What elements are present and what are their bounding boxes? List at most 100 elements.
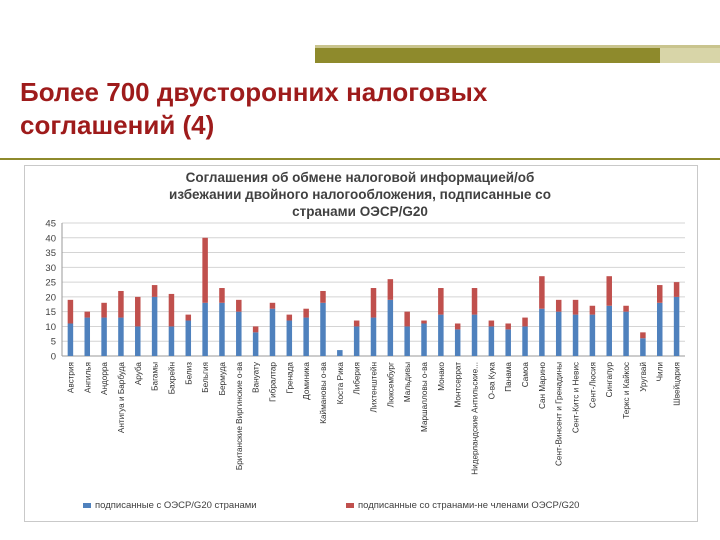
x-category-label: Уругвай (639, 362, 648, 392)
x-category-label: Сан Марино (538, 362, 547, 409)
y-tick-label: 20 (45, 292, 56, 303)
chart-title-line-3: странами ОЭСР/G20 (292, 204, 428, 219)
bar-non-oecd-g20 (522, 317, 528, 327)
y-tick-label: 10 (45, 322, 56, 333)
slide-title-line-1: Более 700 двусторонних налоговых (20, 77, 488, 107)
bar-oecd-g20 (572, 314, 579, 356)
x-category-label: Каймановы о-ва (319, 362, 328, 424)
x-category-label: Аруба (134, 362, 143, 386)
y-tick-label: 40 (45, 233, 56, 244)
bar-non-oecd-g20 (488, 320, 495, 327)
y-tick-label: 45 (45, 219, 56, 230)
bar-oecd-g20 (623, 311, 629, 356)
slide-title-line-2: соглашений (4) (20, 110, 215, 140)
x-category-label: Сент-Винсент и Гренадины (555, 362, 564, 466)
bar-non-oecd-g20 (101, 302, 107, 318)
bar-oecd-g20 (185, 320, 192, 356)
bar-non-oecd-g20 (320, 290, 326, 303)
bar-non-oecd-g20 (252, 326, 259, 333)
bar-oecd-g20 (135, 326, 141, 356)
header-decoration-block-light (660, 48, 720, 63)
bar-non-oecd-g20 (370, 288, 377, 318)
bar-oecd-g20 (673, 296, 680, 356)
bar-oecd-g20 (488, 326, 495, 356)
x-category-label: Лихтенштейн (370, 362, 379, 413)
bar-oecd-g20 (555, 311, 562, 356)
legend-swatch-oecd-g20 (83, 503, 91, 508)
bar-non-oecd-g20 (471, 288, 478, 315)
bar-oecd-g20 (303, 317, 309, 356)
legend-swatch-non-oecd-g20 (346, 503, 354, 508)
bar-oecd-g20 (151, 296, 158, 356)
bar-non-oecd-g20 (572, 299, 579, 315)
x-category-label: Мальдивы (403, 362, 412, 402)
y-tick-label: 0 (51, 352, 56, 363)
bar-non-oecd-g20 (135, 296, 141, 327)
bar-oecd-g20 (387, 299, 394, 356)
bar-non-oecd-g20 (219, 288, 225, 303)
bar-non-oecd-g20 (656, 285, 663, 303)
x-category-label: Либерия (353, 362, 362, 395)
bar-non-oecd-g20 (421, 320, 427, 324)
bar-non-oecd-g20 (286, 314, 293, 321)
bar-oecd-g20 (286, 320, 293, 356)
x-category-label: Андорра (100, 362, 109, 395)
header-decoration-block (315, 48, 660, 63)
bar-non-oecd-g20 (236, 299, 242, 312)
slide-title: Более 700 двусторонних налоговых соглаше… (20, 76, 660, 142)
bar-oecd-g20 (454, 329, 461, 356)
x-category-label: Антигуа и Барбуда (117, 362, 126, 434)
bar-oecd-g20 (236, 311, 242, 356)
x-category-label: Бахрейн (167, 362, 176, 394)
x-category-label: Коста Рика (336, 362, 345, 405)
bar-oecd-g20 (640, 338, 646, 356)
x-category-label: Самоа (521, 362, 530, 388)
bar-non-oecd-g20 (623, 305, 629, 312)
x-category-label: Бермуда (218, 362, 227, 396)
x-category-label: Вануату (252, 361, 261, 393)
stacked-bar-chart: 0 5 10 15 20 25 30 35 40 45 Австрия Ангилья Андорра А… (45, 219, 685, 511)
bar-oecd-g20 (337, 350, 343, 356)
legend-label-non-oecd-g20: подписанные со странами-не членами ОЭСР/… (358, 500, 579, 511)
bar-non-oecd-g20 (438, 288, 444, 315)
x-category-label: Гренада (285, 362, 294, 394)
bar-non-oecd-g20 (589, 305, 596, 315)
bar-non-oecd-g20 (454, 323, 461, 330)
x-category-label: Доминика (302, 362, 311, 400)
y-tick-label: 25 (45, 278, 56, 289)
x-category-label: Сент-Китс и Невис (572, 362, 581, 433)
bar-oecd-g20 (353, 326, 360, 356)
bar-oecd-g20 (539, 308, 545, 356)
x-category-label: Сент-Люсия (588, 362, 597, 408)
y-tick-label: 30 (45, 263, 56, 274)
x-category-label: Чили (656, 362, 665, 381)
bar-oecd-g20 (67, 323, 74, 356)
x-category-label: О-ва Кука (487, 362, 496, 400)
bar-oecd-g20 (269, 308, 276, 356)
bar-non-oecd-g20 (505, 323, 511, 330)
bar-oecd-g20 (219, 302, 225, 356)
legend-label-oecd-g20: подписанные с ОЭСР/G20 странами (95, 500, 257, 511)
bar-non-oecd-g20 (269, 302, 276, 309)
y-tick-label: 5 (51, 337, 56, 348)
bar-oecd-g20 (202, 302, 208, 356)
bar-non-oecd-g20 (84, 311, 91, 318)
bar-oecd-g20 (320, 302, 326, 356)
x-category-label: Монтсеррат (454, 362, 463, 408)
bar-non-oecd-g20 (539, 276, 545, 309)
bar-non-oecd-g20 (353, 320, 360, 327)
bar-non-oecd-g20 (67, 299, 74, 324)
bar-non-oecd-g20 (673, 282, 680, 297)
bar-oecd-g20 (656, 302, 663, 356)
y-tick-label: 15 (45, 307, 56, 318)
bar-oecd-g20 (101, 317, 107, 356)
x-category-label: Панама (504, 362, 513, 392)
x-category-label: Бельгия (201, 362, 210, 393)
bar-non-oecd-g20 (555, 299, 562, 312)
x-category-label: Багамы (151, 362, 160, 391)
x-category-label: Ангилья (83, 362, 92, 393)
bar-oecd-g20 (370, 317, 377, 356)
bar-oecd-g20 (168, 326, 175, 356)
x-category-label: Швейцария (673, 362, 682, 406)
bar-non-oecd-g20 (303, 308, 309, 318)
